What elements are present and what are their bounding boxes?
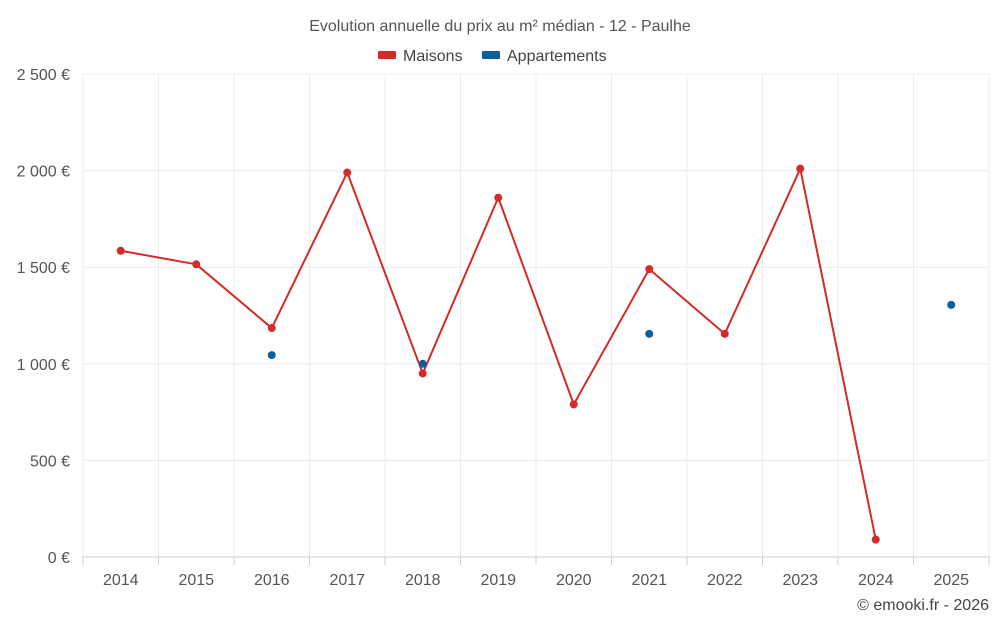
data-point-maisons[interactable] [116,246,125,255]
data-point-appartements[interactable] [267,351,276,360]
data-point-maisons[interactable] [192,260,201,269]
legend-label-maisons[interactable]: Maisons [403,48,463,65]
series-appartements [267,300,956,368]
x-tick-label: 2022 [707,572,743,589]
x-tick-label: 2018 [405,572,441,589]
x-axis-labels: 2014 2015 2016 2017 2018 2019 2020 2021 2022 2023… [103,572,969,589]
y-tick-label: 1 000 € [17,357,70,374]
data-point-maisons[interactable] [720,329,729,338]
x-tick-label: 2015 [178,572,214,589]
y-tick-label: 0 € [48,550,70,567]
legend-label-appartements[interactable]: Appartements [507,48,607,65]
data-point-maisons[interactable] [569,400,578,409]
x-tick-label: 2020 [556,572,592,589]
x-tick-label: 2014 [103,572,139,589]
legend: Maisons Appartements [378,48,607,65]
x-tick-label: 2025 [933,572,969,589]
data-point-maisons[interactable] [871,535,880,544]
data-point-maisons[interactable] [418,369,427,378]
data-point-maisons[interactable] [494,193,503,202]
y-tick-label: 2 500 € [17,67,70,84]
y-tick-label: 2 000 € [17,164,70,181]
x-tick-label: 2021 [631,572,667,589]
data-point-maisons[interactable] [343,168,352,177]
legend-swatch-appartements [482,51,500,59]
series-maisons [116,164,880,544]
x-tick-label: 2023 [782,572,818,589]
x-tick-label: 2017 [329,572,365,589]
y-tick-label: 1 500 € [17,260,70,277]
y-axis-labels: 0 € 500 € 1 000 € 1 500 € 2 000 € 2 500 € [17,67,70,567]
credit-text: © emooki.fr - 2026 [857,597,989,614]
legend-swatch-maisons [378,51,396,59]
data-point-maisons[interactable] [267,324,276,333]
x-axis-ticks [82,557,990,565]
data-point-appartements[interactable] [947,300,956,309]
data-point-appartements[interactable] [418,359,427,368]
chart-title: Evolution annuelle du prix au m² médian … [309,18,691,35]
x-tick-label: 2024 [858,572,894,589]
data-point-appartements[interactable] [645,329,654,338]
data-point-maisons[interactable] [645,265,654,274]
x-tick-label: 2019 [480,572,516,589]
x-tick-label: 2016 [254,572,290,589]
data-point-maisons[interactable] [796,164,805,173]
x-gridlines [82,74,990,557]
series-layer [116,164,956,544]
y-tick-label: 500 € [30,453,70,470]
